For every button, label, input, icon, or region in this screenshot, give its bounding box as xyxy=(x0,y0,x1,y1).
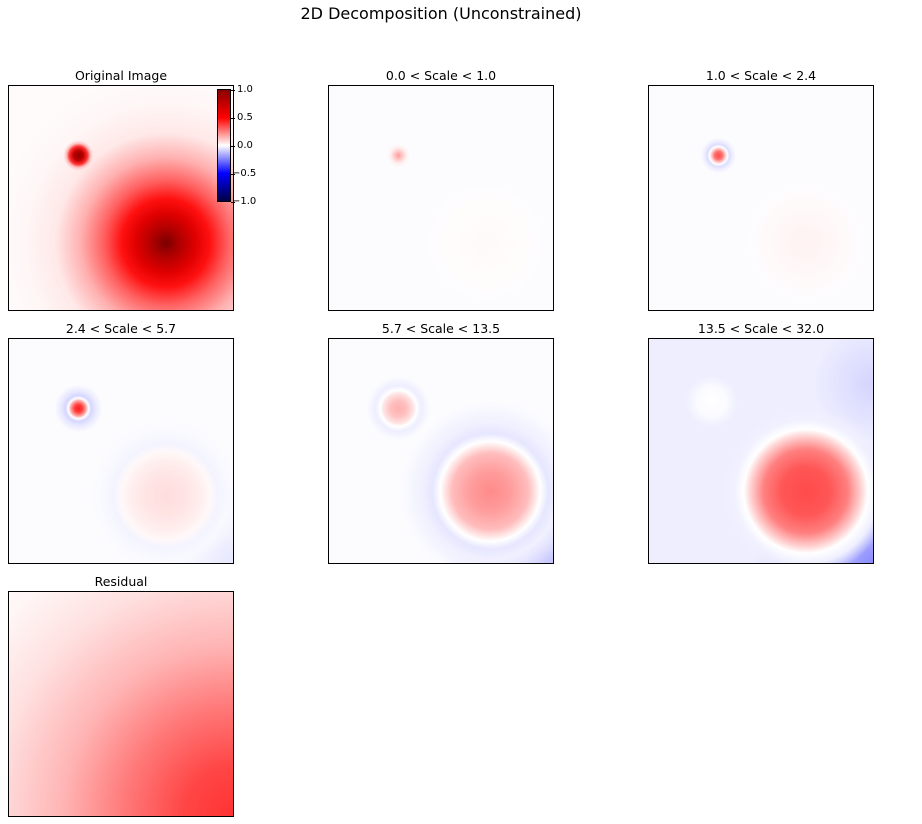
colorbar-tick-label: 1.0 xyxy=(237,84,253,95)
panel-scale-1-2-4 xyxy=(648,85,874,311)
panel-title-scale-3: 5.7 < Scale < 13.5 xyxy=(381,321,501,336)
colorbar-tick-label: −0.5 xyxy=(232,168,257,179)
colorbar-tick-label: 0.0 xyxy=(237,140,253,151)
heatmap-residual xyxy=(9,592,233,816)
colorbar-tick-label: 0.5 xyxy=(237,112,253,123)
panel-residual xyxy=(8,591,234,817)
heatmap-scale-3-small xyxy=(329,339,553,563)
panel-scale-5-7-13-5 xyxy=(328,338,554,564)
figure-title: 2D Decomposition (Unconstrained) xyxy=(300,4,582,23)
panel-title-scale-0: 0.0 < Scale < 1.0 xyxy=(385,68,497,83)
heatmap-scale-0-small xyxy=(329,86,553,310)
panel-title-scale-2: 2.4 < Scale < 5.7 xyxy=(65,321,177,336)
panel-title-scale-1: 1.0 < Scale < 2.4 xyxy=(705,68,817,83)
heatmap-original-small-blob xyxy=(9,86,233,310)
colorbar-tick xyxy=(231,146,235,147)
colorbar-tick xyxy=(231,90,235,91)
colorbar-tick xyxy=(231,174,235,175)
heatmap-scale-1-small xyxy=(649,86,873,310)
panel-scale-2-4-5-7 xyxy=(8,338,234,564)
colorbar-tick-label: −1.0 xyxy=(232,196,257,207)
panel-scale-13-5-32-0 xyxy=(648,338,874,564)
panel-original-image xyxy=(8,85,234,311)
panel-title-scale-4: 13.5 < Scale < 32.0 xyxy=(697,321,825,336)
heatmap-scale-2-small xyxy=(9,339,233,563)
colorbar-tick xyxy=(231,118,235,119)
colorbar xyxy=(217,89,231,202)
heatmap-scale-4-small xyxy=(649,339,873,563)
panel-title-original: Original Image xyxy=(74,68,168,83)
panel-scale-0-1 xyxy=(328,85,554,311)
panel-title-residual: Residual xyxy=(94,574,148,589)
colorbar-tick xyxy=(231,202,235,203)
